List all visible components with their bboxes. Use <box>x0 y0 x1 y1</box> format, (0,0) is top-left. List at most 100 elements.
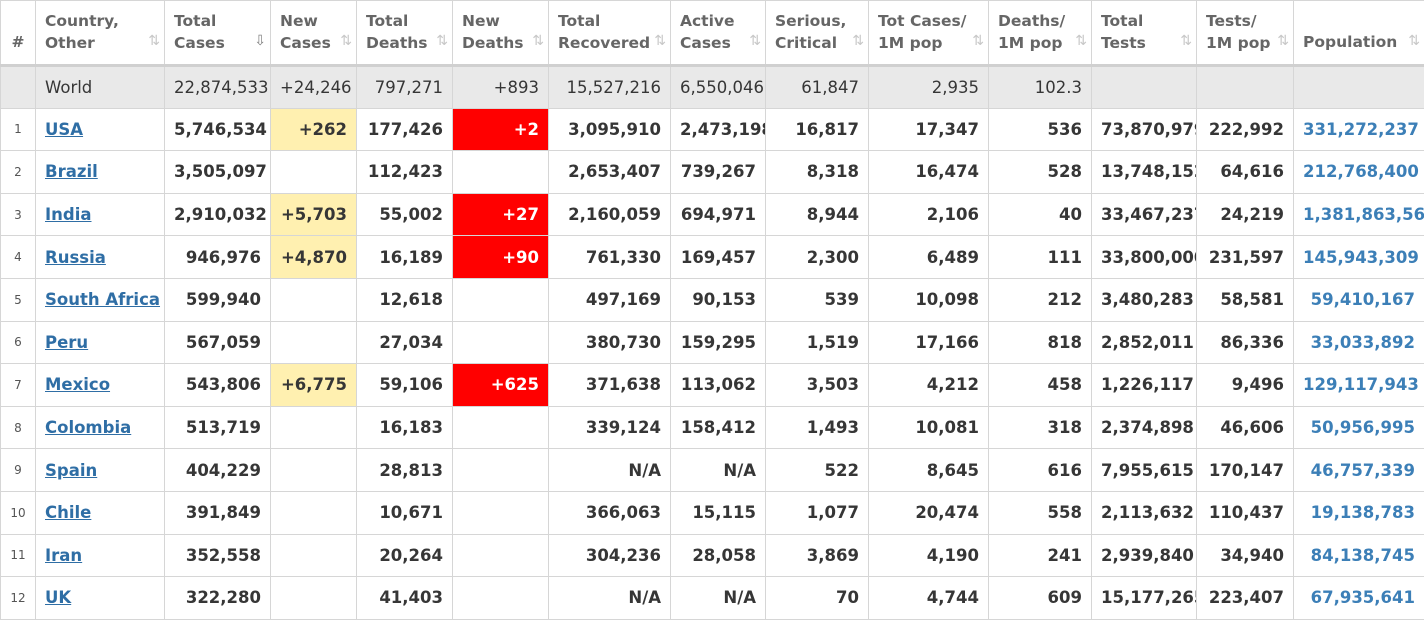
sort-icon[interactable]: ⇅ <box>654 33 666 49</box>
active-cases-cell: 113,062 <box>670 363 766 407</box>
table-row: 10 Chile 391,849 10,671 366,063 15,115 1,077 20… <box>0 490 1424 535</box>
column-header-total-cases[interactable]: Total Cases ⇩ <box>164 0 271 67</box>
column-header-label: Total <box>558 12 601 30</box>
table-header-row: # Country, Other ⇅ Total Cases ⇩ New Cases ⇅ Total… <box>0 0 1424 67</box>
cases-per-1m-cell: 20,474 <box>868 490 989 535</box>
cases-per-1m-cell: 4,744 <box>868 576 989 620</box>
total-recovered-cell: N/A <box>548 448 671 492</box>
total-deaths-cell: 55,002 <box>356 192 453 237</box>
total-tests-cell: 13,748,152 <box>1091 150 1197 194</box>
sort-descending-icon[interactable]: ⇩ <box>254 33 266 49</box>
cases-per-1m-cell: 17,347 <box>868 107 989 152</box>
deaths-per-1m-cell: 318 <box>988 405 1092 450</box>
serious-critical-cell: 2,300 <box>765 235 869 279</box>
country-cell: UK <box>35 576 165 620</box>
population-cell: 84,138,745 <box>1293 533 1424 578</box>
column-header-label: Deaths <box>366 34 428 52</box>
column-header-new-deaths[interactable]: New Deaths ⇅ <box>452 0 549 67</box>
sort-icon[interactable]: ⇅ <box>749 33 761 49</box>
column-header-new-cases[interactable]: New Cases ⇅ <box>270 0 357 67</box>
table-row: 4 Russia 946,976 +4,870 16,189 +90 761,330 169,… <box>0 235 1424 279</box>
sort-icon[interactable]: ⇅ <box>436 33 448 49</box>
country-link[interactable]: Spain <box>45 460 98 480</box>
sort-icon[interactable]: ⇅ <box>340 33 352 49</box>
sort-icon[interactable]: ⇅ <box>972 33 984 49</box>
total-recovered-cell: 761,330 <box>548 235 671 279</box>
country-link[interactable]: USA <box>45 119 84 139</box>
country-cell: USA <box>35 107 165 152</box>
column-header-total-recovered[interactable]: Total Recovered ⇅ <box>548 0 671 67</box>
sort-icon[interactable]: ⇅ <box>1075 33 1087 49</box>
population-cell: 50,956,995 <box>1293 405 1424 450</box>
new-cases-cell <box>270 533 357 578</box>
column-header-deaths-per-1m[interactable]: Deaths/1M pop ⇅ <box>988 0 1092 67</box>
column-header-label: Total <box>174 12 217 30</box>
total-cases-cell: 946,976 <box>164 235 271 279</box>
tests-per-1m-cell: 9,496 <box>1196 363 1294 407</box>
country-link[interactable]: South Africa <box>45 290 161 310</box>
total-cases-cell: 322,280 <box>164 576 271 620</box>
active-cases-cell: N/A <box>670 576 766 620</box>
population-cell: 331,272,237 <box>1293 107 1424 152</box>
column-header-index: # <box>0 0 36 67</box>
country-cell: Peru <box>35 320 165 365</box>
tests-per-1m-cell: 24,219 <box>1196 192 1294 237</box>
country-link[interactable]: UK <box>45 588 72 608</box>
country-link[interactable]: Chile <box>45 503 92 523</box>
table-row: 11 Iran 352,558 20,264 304,236 28,058 3,869 4,1… <box>0 533 1424 578</box>
column-header-active-cases[interactable]: Active Cases ⇅ <box>670 0 766 67</box>
column-header-label: Country, <box>45 12 119 30</box>
world-total-row: World 22,874,533 +24,246 797,271 +893 15,527,… <box>0 65 1424 109</box>
tests-per-1m-cell: 86,336 <box>1196 320 1294 365</box>
population-cell: 59,410,167 <box>1293 277 1424 322</box>
new-cases-cell <box>270 490 357 535</box>
total-tests-cell: 2,113,632 <box>1091 490 1197 535</box>
column-header-label: Critical <box>775 34 838 52</box>
total-recovered-cell: 2,653,407 <box>548 150 671 194</box>
country-link[interactable]: Peru <box>45 332 89 352</box>
country-link[interactable]: Russia <box>45 247 106 267</box>
sort-icon[interactable]: ⇅ <box>1277 33 1289 49</box>
sort-icon[interactable]: ⇅ <box>1408 33 1420 49</box>
population-cell <box>1293 65 1424 109</box>
table-row: 6 Peru 567,059 27,034 380,730 159,295 1,519 17,… <box>0 320 1424 365</box>
active-cases-cell: 739,267 <box>670 150 766 194</box>
tests-per-1m-cell: 223,407 <box>1196 576 1294 620</box>
population-cell: 19,138,783 <box>1293 490 1424 535</box>
column-header-cases-per-1m[interactable]: Tot Cases/1M pop ⇅ <box>868 0 989 67</box>
country-link[interactable]: Brazil <box>45 162 98 182</box>
country-cell: Spain <box>35 448 165 492</box>
active-cases-cell: 2,473,198 <box>670 107 766 152</box>
cases-per-1m-cell: 10,081 <box>868 405 989 450</box>
column-header-population[interactable]: Population ⇅ <box>1293 0 1424 67</box>
sort-icon[interactable]: ⇅ <box>532 33 544 49</box>
country-link[interactable]: Colombia <box>45 418 132 438</box>
total-cases-cell: 22,874,533 <box>164 65 271 109</box>
total-tests-cell: 2,852,011 <box>1091 320 1197 365</box>
new-deaths-cell <box>452 150 549 194</box>
total-tests-cell: 2,939,840 <box>1091 533 1197 578</box>
sort-icon[interactable]: ⇅ <box>852 33 864 49</box>
sort-icon[interactable]: ⇅ <box>1180 33 1192 49</box>
column-header-total-tests[interactable]: Total Tests ⇅ <box>1091 0 1197 67</box>
population-cell: 129,117,943 <box>1293 363 1424 407</box>
column-header-tests-per-1m[interactable]: Tests/1M pop ⇅ <box>1196 0 1294 67</box>
country-link[interactable]: India <box>45 205 92 225</box>
active-cases-cell: N/A <box>670 448 766 492</box>
country-link[interactable]: Mexico <box>45 375 111 395</box>
sort-icon[interactable]: ⇅ <box>148 33 160 49</box>
population-cell: 33,033,892 <box>1293 320 1424 365</box>
column-header-label: Total <box>1101 12 1144 30</box>
column-header-country[interactable]: Country, Other ⇅ <box>35 0 165 67</box>
row-index-cell: 3 <box>0 192 36 237</box>
column-header-total-deaths[interactable]: Total Deaths ⇅ <box>356 0 453 67</box>
new-cases-cell: +262 <box>270 107 357 152</box>
total-recovered-cell: 366,063 <box>548 490 671 535</box>
deaths-per-1m-cell: 528 <box>988 150 1092 194</box>
total-deaths-cell: 16,183 <box>356 405 453 450</box>
active-cases-cell: 28,058 <box>670 533 766 578</box>
total-recovered-cell: 497,169 <box>548 277 671 322</box>
country-link[interactable]: Iran <box>45 545 83 565</box>
column-header-serious-critical[interactable]: Serious, Critical ⇅ <box>765 0 869 67</box>
column-header-label: Deaths <box>462 34 524 52</box>
